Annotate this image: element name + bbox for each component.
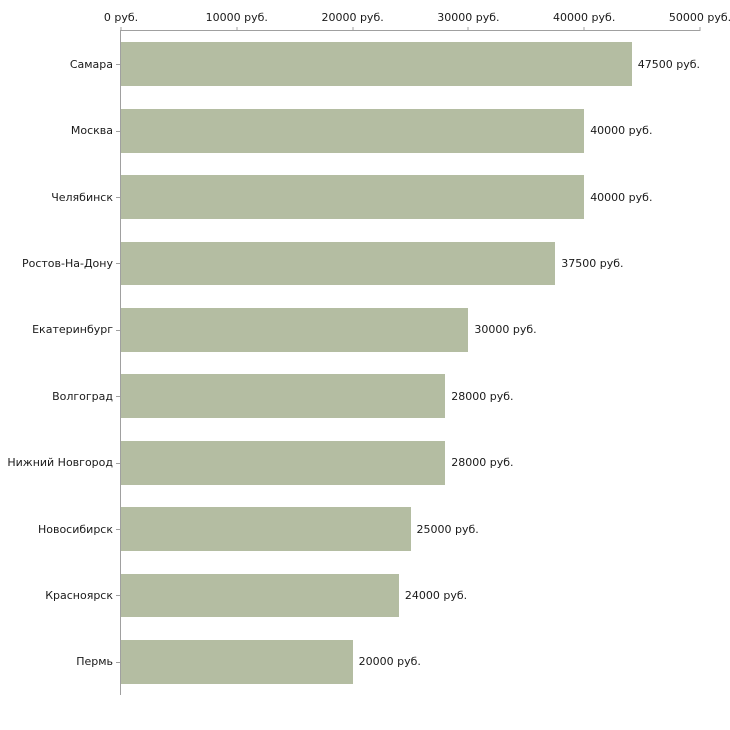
bar bbox=[121, 573, 399, 618]
category-label: Нижний Новгород bbox=[7, 456, 113, 470]
bar bbox=[121, 440, 446, 485]
value-label: 25000 руб. bbox=[416, 522, 479, 536]
category-label: Челябинск bbox=[51, 190, 113, 204]
category-tick-mark bbox=[116, 529, 120, 531]
category-tick-mark bbox=[116, 396, 120, 398]
value-label: 20000 руб. bbox=[358, 655, 421, 669]
bar-row: Самара 47500 руб. bbox=[70, 31, 700, 97]
category-tick-mark bbox=[116, 661, 120, 663]
bar-row: Ростов-На-Дону 37500 руб. bbox=[22, 230, 700, 296]
bar bbox=[121, 307, 469, 352]
category-label: Москва bbox=[70, 124, 113, 138]
category-label: Волгоград bbox=[52, 389, 113, 403]
x-axis-tick-label: 40000 руб. bbox=[553, 11, 616, 24]
x-axis-tick-label: 30000 руб. bbox=[437, 11, 500, 24]
bar-row: Москва 40000 руб. bbox=[71, 97, 700, 163]
category-tick-mark bbox=[116, 64, 120, 66]
bar bbox=[121, 175, 585, 219]
bar bbox=[121, 42, 632, 87]
value-label: 40000 руб. bbox=[590, 124, 653, 138]
bar bbox=[121, 639, 353, 684]
category-label: Самара bbox=[69, 57, 113, 71]
value-label: 30000 руб. bbox=[474, 323, 537, 337]
plot-area: 0 руб. 10000 руб. 20000 руб. 30000 руб. 4000… bbox=[7, 11, 730, 695]
x-axis-tick-mark bbox=[236, 27, 238, 31]
x-axis-tick-label: 10000 руб. bbox=[205, 11, 268, 24]
category-label: Ростов-На-Дону bbox=[21, 256, 113, 270]
category-label: Пермь bbox=[76, 655, 113, 669]
x-axis-tick-mark bbox=[583, 27, 585, 31]
bar-row: Нижний Новгород 28000 руб. bbox=[7, 429, 700, 495]
category-label: Новосибирск bbox=[37, 522, 113, 536]
value-label: 40000 руб. bbox=[590, 190, 653, 204]
category-tick-mark bbox=[116, 130, 120, 132]
x-axis-tick-label: 20000 руб. bbox=[321, 11, 384, 24]
value-label: 24000 руб. bbox=[404, 588, 468, 602]
bar bbox=[121, 374, 446, 419]
x-axis-tick-label: 50000 руб. bbox=[668, 11, 730, 24]
bar-row: Красноярск 24000 руб. bbox=[45, 562, 700, 628]
category-tick-mark bbox=[116, 462, 120, 464]
x-axis-tick-mark bbox=[120, 27, 122, 31]
bar-row: Пермь 20000 руб. bbox=[76, 629, 700, 695]
category-tick-mark bbox=[116, 197, 120, 199]
bar-row: Челябинск 40000 руб. bbox=[51, 164, 700, 230]
bar bbox=[121, 241, 556, 286]
value-label: 28000 руб. bbox=[451, 456, 514, 470]
category-tick-mark bbox=[116, 263, 120, 265]
bar-row: Екатеринбург 30000 руб. bbox=[32, 297, 700, 363]
bar-row: Новосибирск 25000 руб. bbox=[38, 496, 700, 562]
value-label: 47500 руб. bbox=[637, 57, 700, 71]
category-label: Екатеринбург bbox=[32, 323, 113, 337]
category-label: Красноярск bbox=[45, 588, 113, 602]
x-axis-tick-label: 0 руб. bbox=[103, 11, 139, 24]
bar bbox=[121, 108, 585, 153]
x-axis-tick-mark bbox=[699, 27, 701, 31]
value-label: 37500 руб. bbox=[561, 256, 624, 270]
bar-row: Волгоград 28000 руб. bbox=[52, 363, 700, 429]
category-tick-mark bbox=[116, 329, 120, 331]
x-axis-tick-mark bbox=[352, 27, 354, 31]
bar-rows: Самара 47500 руб. Москва 40000 руб. Челябинс… bbox=[7, 31, 700, 695]
category-tick-mark bbox=[116, 595, 120, 597]
value-label: 28000 руб. bbox=[451, 389, 514, 403]
x-axis-tick-mark bbox=[467, 27, 469, 31]
bar bbox=[121, 507, 411, 551]
